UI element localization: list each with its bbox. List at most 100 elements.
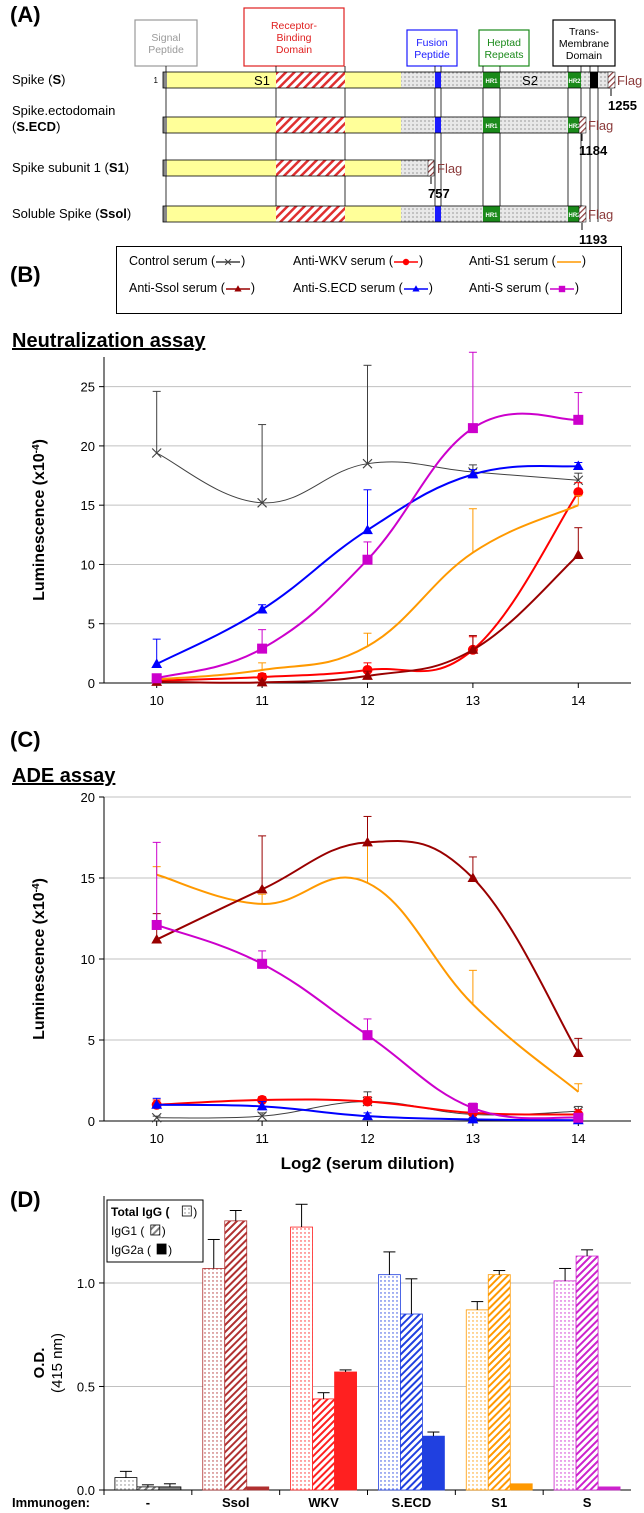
- construct-name: Spike subunit 1 (S1): [12, 160, 129, 175]
- domain-label-tm: Membrane: [559, 38, 609, 50]
- domain-header-fusion: [406, 29, 458, 67]
- bar: [487, 1274, 511, 1491]
- marker: [257, 497, 267, 508]
- rbd-block: [276, 206, 345, 222]
- hr2-label: HR2: [568, 79, 581, 85]
- marker: [572, 1047, 584, 1057]
- domain-label-tm: Trans-: [569, 26, 599, 38]
- flag-label: Flag: [437, 161, 462, 176]
- y-tick-label: 0.0: [77, 1483, 95, 1498]
- bar-legend-swatch: [181, 1205, 192, 1217]
- bar: [114, 1477, 138, 1491]
- start-position-label: 1: [154, 76, 159, 85]
- bar: [553, 1280, 577, 1491]
- construct-S1: Flag 757 Spike subunit 1 (S1): [12, 159, 462, 201]
- marker: [151, 658, 163, 669]
- legend-item: Anti-WKV serum (): [293, 254, 424, 268]
- marker: [362, 554, 373, 565]
- hr2-label: HR2: [568, 124, 581, 130]
- bar: [246, 1486, 270, 1491]
- bar: [597, 1486, 621, 1491]
- marker: [573, 414, 584, 425]
- series-anti-wkv-serum: [151, 482, 584, 686]
- flag-block: [578, 205, 587, 223]
- x-tick-label: 13: [466, 693, 480, 708]
- legend-swatch: [225, 284, 250, 292]
- category-label: S.ECD: [392, 1495, 432, 1510]
- y-tick-label: 10: [81, 952, 95, 967]
- hr1-label: HR1: [485, 79, 498, 85]
- marker: [362, 458, 373, 469]
- marker: [573, 487, 584, 498]
- end-position-label: 1193: [579, 232, 607, 247]
- legend-swatch: [556, 260, 581, 263]
- y-tick-label: 25: [81, 380, 95, 395]
- series-anti-ssol-serum: [151, 815, 584, 1057]
- tm-block: [590, 72, 598, 88]
- legend-item: Control serum (): [129, 254, 246, 268]
- domain-label-fusion: Peptide: [414, 49, 450, 61]
- marker: [151, 1099, 163, 1109]
- y-tick-label: 1.0: [77, 1276, 95, 1291]
- legend-swatch: [216, 258, 241, 265]
- bar: [422, 1435, 445, 1491]
- series-anti-s-ecd-serum: [151, 1097, 584, 1125]
- x-axis-label: Log2 (serum dilution): [281, 1154, 455, 1173]
- flag-block: [607, 71, 616, 89]
- signal-block: [163, 117, 167, 133]
- bar: [400, 1313, 423, 1491]
- panel-label-d: (D): [10, 1187, 41, 1212]
- marker: [256, 676, 268, 687]
- hr1-label: HR1: [485, 213, 498, 219]
- series-control-serum: [151, 364, 584, 508]
- marker: [402, 258, 410, 265]
- y-axis-label-line1: O.D.: [31, 1348, 48, 1379]
- hr2-block: [568, 72, 581, 88]
- marker: [573, 475, 584, 486]
- category-label: WKV: [308, 1495, 339, 1510]
- y-tick-label: 5: [88, 617, 95, 632]
- construct-Ssol: HR1 HR2 Flag 1193 Soluble Spike (Ssol): [12, 205, 613, 247]
- marker: [257, 1111, 267, 1122]
- y-tick-label: 0: [88, 676, 95, 691]
- bar-legend-item: IgG2a (: [111, 1243, 151, 1257]
- marker: [151, 919, 162, 930]
- construct-name-line2: (S.ECD): [12, 119, 60, 134]
- x-tick-label: 14: [571, 693, 585, 708]
- hr1-block: [483, 72, 500, 88]
- flag-label: Flag: [617, 73, 642, 88]
- construct-name: Spike (S): [12, 72, 65, 87]
- marker: [234, 284, 242, 292]
- end-position-label: 1255: [608, 98, 637, 113]
- series-anti-s-serum: [151, 841, 584, 1123]
- signal-block: [163, 72, 167, 88]
- y-tick-label: 0: [88, 1114, 95, 1129]
- marker: [362, 1096, 373, 1107]
- flag-label: Flag: [588, 207, 613, 222]
- construct-SECD: HR1 HR2 Flag 1184 Spike.ectodomain(S.ECD): [12, 103, 613, 158]
- bar-legend-close: ): [193, 1205, 197, 1219]
- x-tick-label: 14: [571, 1131, 585, 1146]
- y-tick-label: 10: [81, 557, 95, 572]
- x-tick-label: 10: [149, 1131, 163, 1146]
- x-tick-label: 12: [360, 693, 374, 708]
- neutralization-title: Neutralization assay: [12, 330, 206, 352]
- y-axis-label-line2: (415 nm): [49, 1333, 66, 1393]
- marker: [151, 448, 162, 458]
- y-tick-label: 20: [81, 439, 95, 454]
- category-label: Ssol: [222, 1495, 249, 1510]
- marker: [467, 1103, 478, 1114]
- legend-item: Anti-Ssol serum (): [129, 281, 256, 295]
- domain-header-rbd: [243, 7, 345, 67]
- domain-label-rbd: Domain: [276, 44, 312, 56]
- construct-name: Spike.ectodomain: [12, 103, 115, 118]
- category-label: -: [146, 1495, 150, 1510]
- y-axis-label: Luminescence (x10-4): [31, 878, 49, 1040]
- legend-swatch: [394, 258, 419, 265]
- s2-region-label: S2: [522, 73, 538, 88]
- marker: [467, 872, 479, 882]
- bar-legend-close: ): [168, 1243, 172, 1257]
- hr2-label: HR2: [568, 213, 581, 219]
- domain-label-fusion: Fusion: [416, 37, 448, 49]
